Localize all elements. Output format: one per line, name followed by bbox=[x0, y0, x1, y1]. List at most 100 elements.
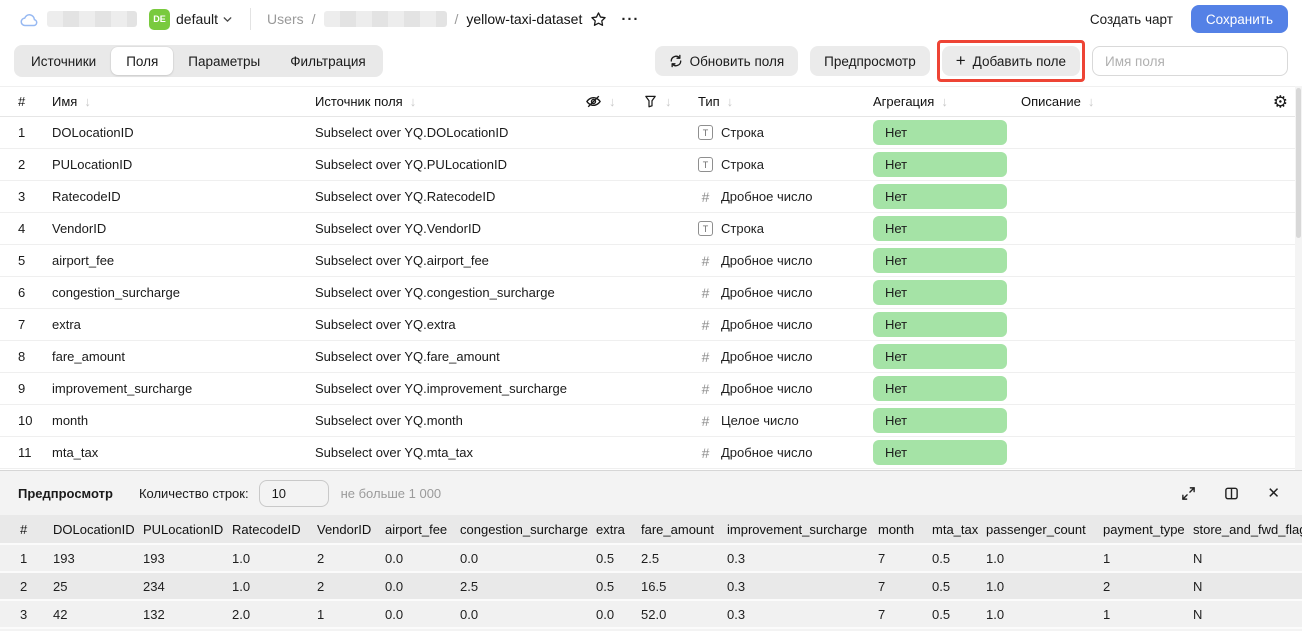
expand-preview-icon[interactable] bbox=[1179, 484, 1198, 503]
table-row[interactable]: 3 RatecodeID Subselect over YQ.RatecodeI… bbox=[0, 181, 1302, 213]
row-index: 8 bbox=[18, 349, 26, 364]
table-row[interactable]: 9 improvement_surcharge Subselect over Y… bbox=[0, 373, 1302, 405]
table-row[interactable]: 7 extra Subselect over YQ.extra # Дробно… bbox=[0, 309, 1302, 341]
aggregation-select[interactable]: Нет bbox=[873, 216, 1007, 241]
column-header-hidden[interactable]: ↓ bbox=[585, 93, 643, 110]
preview-button[interactable]: Предпросмотр bbox=[810, 46, 930, 76]
aggregation-select[interactable]: Нет bbox=[873, 280, 1007, 305]
field-name[interactable]: fare_amount bbox=[52, 349, 125, 364]
field-source: Subselect over YQ.extra bbox=[315, 317, 456, 332]
field-name-search-input[interactable] bbox=[1092, 46, 1288, 76]
aggregation-select[interactable]: Нет bbox=[873, 312, 1007, 337]
section-tabs: Источники Поля Параметры Фильтрация bbox=[14, 45, 383, 77]
tab-parameters[interactable]: Параметры bbox=[173, 47, 275, 75]
table-row[interactable]: 5 airport_fee Subselect over YQ.airport_… bbox=[0, 245, 1302, 277]
field-name[interactable]: mta_tax bbox=[52, 445, 99, 460]
preview-cell: 2.5 bbox=[641, 550, 660, 566]
split-view-icon[interactable] bbox=[1222, 484, 1241, 503]
preview-cell: 0.5 bbox=[932, 578, 951, 594]
preview-title: Предпросмотр bbox=[18, 485, 113, 501]
preview-cell: 7 bbox=[878, 578, 886, 594]
aggregation-select[interactable]: Нет bbox=[873, 376, 1007, 401]
field-name[interactable]: DOLocationID bbox=[52, 125, 134, 140]
tab-sources[interactable]: Источники bbox=[16, 47, 111, 75]
field-name[interactable]: improvement_surcharge bbox=[52, 381, 193, 396]
chevron-down-icon[interactable] bbox=[221, 13, 234, 26]
tab-filtering[interactable]: Фильтрация bbox=[275, 47, 380, 75]
row-index: 2 bbox=[18, 157, 26, 172]
field-name[interactable]: RatecodeID bbox=[52, 189, 121, 204]
table-row[interactable]: 8 fare_amount Subselect over YQ.fare_amo… bbox=[0, 341, 1302, 373]
preview-cell: N bbox=[1193, 550, 1203, 566]
preview-column-header: # bbox=[20, 521, 28, 537]
table-row[interactable]: 1 DOLocationID Subselect over YQ.DOLocat… bbox=[0, 117, 1302, 149]
column-header-filter[interactable]: ↓ bbox=[643, 94, 698, 109]
column-header-description[interactable]: Описание ↓ bbox=[1021, 94, 1302, 109]
scrollbar-thumb[interactable] bbox=[1296, 88, 1301, 238]
table-row[interactable]: 6 congestion_surcharge Subselect over YQ… bbox=[0, 277, 1302, 309]
preview-cell: 1 bbox=[1103, 550, 1111, 566]
field-name[interactable]: VendorID bbox=[52, 221, 107, 236]
field-name[interactable]: PULocationID bbox=[52, 157, 133, 172]
string-type-icon: T bbox=[698, 125, 713, 140]
field-type-label: Строка bbox=[721, 157, 765, 172]
preview-panel-header: Предпросмотр Количество строк: не больше… bbox=[0, 471, 1302, 515]
table-row[interactable]: 2 PULocationID Subselect over YQ.PULocat… bbox=[0, 149, 1302, 181]
preview-cell: 0.5 bbox=[596, 550, 615, 566]
create-chart-button[interactable]: Создать чарт bbox=[1089, 11, 1173, 27]
tab-fields[interactable]: Поля bbox=[111, 47, 174, 75]
folder-name[interactable]: default bbox=[176, 11, 219, 27]
update-fields-label: Обновить поля bbox=[689, 53, 785, 69]
preview-cell: 0.0 bbox=[385, 550, 404, 566]
aggregation-select[interactable]: Нет bbox=[873, 152, 1007, 177]
breadcrumb-separator: / bbox=[454, 11, 459, 27]
string-type-icon: T bbox=[698, 157, 713, 172]
column-header-aggregation[interactable]: Агрегация ↓ bbox=[873, 94, 1021, 109]
string-type-icon: T bbox=[698, 221, 713, 236]
folder-badge[interactable]: DE bbox=[149, 8, 170, 30]
table-row[interactable]: 11 mta_tax Subselect over YQ.mta_tax # Д… bbox=[0, 437, 1302, 469]
preview-cell: 1 bbox=[317, 606, 325, 622]
more-actions-icon[interactable]: ··· bbox=[621, 10, 640, 28]
close-preview-icon[interactable]: ✕ bbox=[1267, 485, 1280, 502]
aggregation-select[interactable]: Нет bbox=[873, 248, 1007, 273]
field-name[interactable]: month bbox=[52, 413, 89, 428]
aggregation-select[interactable]: Нет bbox=[873, 440, 1007, 465]
row-count-label: Количество строк: bbox=[138, 485, 249, 501]
field-name[interactable]: extra bbox=[52, 317, 81, 332]
table-row[interactable]: 4 VendorID Subselect over YQ.VendorID T … bbox=[0, 213, 1302, 245]
gear-icon[interactable]: ⚙ bbox=[1272, 92, 1288, 111]
preview-column-header: PULocationID bbox=[143, 521, 224, 537]
sort-arrow-icon: ↓ bbox=[409, 94, 417, 109]
field-type-label: Дробное число bbox=[721, 189, 813, 204]
column-header-name[interactable]: Имя ↓ bbox=[52, 94, 315, 109]
column-header-source[interactable]: Источник поля ↓ bbox=[315, 94, 585, 109]
breadcrumb-users[interactable]: Users bbox=[267, 11, 304, 27]
aggregation-select[interactable]: Нет bbox=[873, 184, 1007, 209]
redacted-breadcrumb-folder[interactable] bbox=[323, 11, 447, 27]
aggregation-select[interactable]: Нет bbox=[873, 344, 1007, 369]
field-name[interactable]: congestion_surcharge bbox=[52, 285, 180, 300]
top-bar: DE default Users / / yellow-taxi-dataset… bbox=[0, 0, 1302, 38]
field-source: Subselect over YQ.DOLocationID bbox=[315, 125, 509, 140]
favorite-star-icon[interactable] bbox=[588, 9, 609, 30]
sort-arrow-icon: ↓ bbox=[609, 94, 616, 109]
column-header-type[interactable]: Тип ↓ bbox=[698, 94, 873, 109]
field-name[interactable]: airport_fee bbox=[52, 253, 115, 268]
aggregation-select[interactable]: Нет bbox=[873, 120, 1007, 145]
add-field-button[interactable]: + Добавить поле bbox=[936, 40, 1085, 82]
update-fields-button[interactable]: Обновить поля bbox=[654, 46, 799, 76]
add-field-label: Добавить поле bbox=[972, 53, 1066, 69]
field-type-label: Строка bbox=[721, 221, 765, 236]
scrollbar[interactable] bbox=[1295, 86, 1302, 470]
table-row[interactable]: 10 month Subselect over YQ.month # Целое… bbox=[0, 405, 1302, 437]
aggregation-select[interactable]: Нет bbox=[873, 408, 1007, 433]
preview-header-row: # DOLocationID PULocationID RatecodeID Vendo… bbox=[0, 515, 1302, 545]
save-button[interactable]: Сохранить bbox=[1190, 5, 1288, 33]
preview-row: 1 193 193 1.0 2 0.0 0.0 0.5 2.5 0.3 7 0.5 1.0 1 N bbox=[0, 545, 1302, 573]
preview-column-header: congestion_surcharge bbox=[460, 521, 588, 537]
number-type-icon: # bbox=[701, 188, 710, 205]
row-count-input[interactable] bbox=[258, 479, 329, 507]
field-source: Subselect over YQ.mta_tax bbox=[315, 445, 474, 460]
preview-cell: 52.0 bbox=[641, 606, 667, 622]
